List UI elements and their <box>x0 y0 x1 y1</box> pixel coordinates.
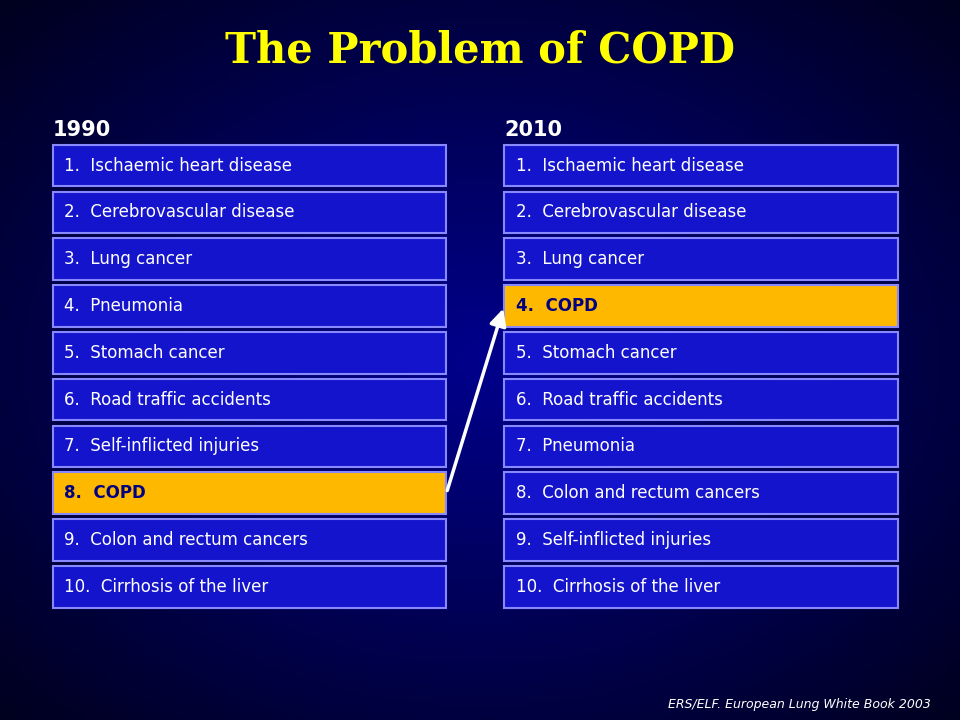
Text: The Problem of COPD: The Problem of COPD <box>225 30 735 71</box>
FancyBboxPatch shape <box>504 426 898 467</box>
FancyBboxPatch shape <box>53 379 446 420</box>
FancyBboxPatch shape <box>53 192 446 233</box>
Text: 1.  Ischaemic heart disease: 1. Ischaemic heart disease <box>516 157 743 175</box>
Text: 3.  Lung cancer: 3. Lung cancer <box>516 250 643 268</box>
Text: 1990: 1990 <box>53 120 111 140</box>
Text: 10.  Cirrhosis of the liver: 10. Cirrhosis of the liver <box>64 577 269 595</box>
FancyBboxPatch shape <box>53 566 446 608</box>
FancyBboxPatch shape <box>53 519 446 561</box>
FancyBboxPatch shape <box>53 145 446 186</box>
Text: 2.  Cerebrovascular disease: 2. Cerebrovascular disease <box>516 203 746 222</box>
FancyBboxPatch shape <box>504 472 898 514</box>
FancyBboxPatch shape <box>504 519 898 561</box>
FancyBboxPatch shape <box>53 238 446 280</box>
Text: 2010: 2010 <box>504 120 562 140</box>
FancyBboxPatch shape <box>53 332 446 374</box>
Text: 6.  Road traffic accidents: 6. Road traffic accidents <box>516 390 722 409</box>
FancyBboxPatch shape <box>53 472 446 514</box>
Text: 5.  Stomach cancer: 5. Stomach cancer <box>516 344 676 361</box>
Text: 4.  Pneumonia: 4. Pneumonia <box>64 297 183 315</box>
Text: 7.  Pneumonia: 7. Pneumonia <box>516 437 635 455</box>
FancyBboxPatch shape <box>504 285 898 327</box>
FancyBboxPatch shape <box>53 426 446 467</box>
Text: 9.  Self-inflicted injuries: 9. Self-inflicted injuries <box>516 531 710 549</box>
FancyBboxPatch shape <box>504 332 898 374</box>
Text: 8.  COPD: 8. COPD <box>64 484 146 503</box>
FancyBboxPatch shape <box>504 145 898 186</box>
Text: 10.  Cirrhosis of the liver: 10. Cirrhosis of the liver <box>516 577 720 595</box>
FancyBboxPatch shape <box>504 192 898 233</box>
FancyBboxPatch shape <box>53 285 446 327</box>
Text: 5.  Stomach cancer: 5. Stomach cancer <box>64 344 225 361</box>
Text: ERS/ELF. European Lung White Book 2003: ERS/ELF. European Lung White Book 2003 <box>668 698 931 711</box>
FancyBboxPatch shape <box>504 238 898 280</box>
Text: 4.  COPD: 4. COPD <box>516 297 597 315</box>
Text: 9.  Colon and rectum cancers: 9. Colon and rectum cancers <box>64 531 308 549</box>
FancyBboxPatch shape <box>504 379 898 420</box>
Text: 2.  Cerebrovascular disease: 2. Cerebrovascular disease <box>64 203 295 222</box>
Text: 1.  Ischaemic heart disease: 1. Ischaemic heart disease <box>64 157 292 175</box>
Text: 6.  Road traffic accidents: 6. Road traffic accidents <box>64 390 271 409</box>
Text: 3.  Lung cancer: 3. Lung cancer <box>64 250 192 268</box>
Text: 8.  Colon and rectum cancers: 8. Colon and rectum cancers <box>516 484 759 503</box>
Text: 7.  Self-inflicted injuries: 7. Self-inflicted injuries <box>64 437 259 455</box>
FancyBboxPatch shape <box>504 566 898 608</box>
